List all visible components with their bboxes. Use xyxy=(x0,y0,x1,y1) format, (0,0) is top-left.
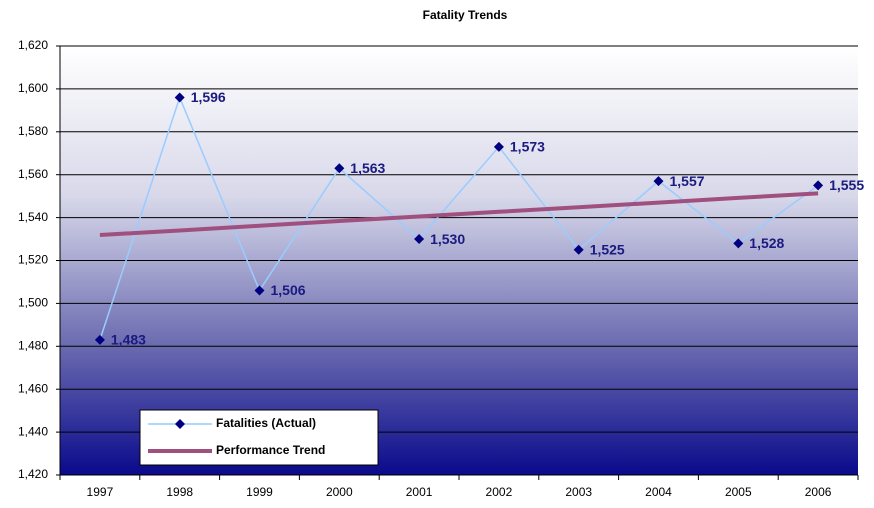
data-label: 1,573 xyxy=(510,139,545,155)
marker xyxy=(334,163,345,174)
y-tick-label: 1,460 xyxy=(18,381,48,395)
trend-line xyxy=(99,191,819,237)
y-tick-label: 1,620 xyxy=(18,38,48,52)
data-label: 1,557 xyxy=(670,173,705,189)
data-label: 1,563 xyxy=(350,160,385,176)
x-tick-label: 2001 xyxy=(406,485,433,499)
marker xyxy=(174,92,185,103)
data-label: 1,506 xyxy=(271,282,306,298)
marker xyxy=(493,141,504,152)
data-line xyxy=(99,95,819,341)
x-tick-label: 1997 xyxy=(87,485,114,499)
data-label: 1,528 xyxy=(749,235,784,251)
data-label: 1,530 xyxy=(430,231,465,247)
marker xyxy=(733,238,744,249)
data-label: 1,555 xyxy=(829,177,864,193)
legend-label: Performance Trend xyxy=(216,443,325,457)
marker xyxy=(573,244,584,255)
y-tick-label: 1,500 xyxy=(18,296,48,310)
y-tick-label: 1,480 xyxy=(18,338,48,352)
data-label: 1,596 xyxy=(191,89,226,105)
legend-box xyxy=(139,409,379,466)
chart-title: Fatality Trends xyxy=(423,8,508,22)
marker xyxy=(653,176,664,187)
y-tick-label: 1,560 xyxy=(18,167,48,181)
legend-marker xyxy=(175,419,185,429)
legend-label: Fatalities (Actual) xyxy=(216,416,316,430)
y-tick-label: 1,600 xyxy=(18,81,48,95)
x-tick-label: 1999 xyxy=(246,485,273,499)
x-tick-label: 2004 xyxy=(645,485,672,499)
data-label: 1,483 xyxy=(111,332,146,348)
y-tick-label: 1,440 xyxy=(18,424,48,438)
data-label: 1,525 xyxy=(590,241,625,257)
x-tick-label: 2000 xyxy=(326,485,353,499)
marker xyxy=(414,234,425,245)
x-tick-label: 2002 xyxy=(486,485,513,499)
marker xyxy=(813,180,824,191)
y-tick-label: 1,520 xyxy=(18,253,48,267)
x-tick-label: 2006 xyxy=(805,485,832,499)
y-tick-label: 1,540 xyxy=(18,210,48,224)
y-tick-label: 1,580 xyxy=(18,124,48,138)
x-tick-label: 1998 xyxy=(166,485,193,499)
x-tick-label: 2003 xyxy=(565,485,592,499)
y-tick-label: 1,420 xyxy=(18,467,48,481)
marker xyxy=(94,334,105,345)
x-tick-label: 2005 xyxy=(725,485,752,499)
marker xyxy=(254,285,265,296)
